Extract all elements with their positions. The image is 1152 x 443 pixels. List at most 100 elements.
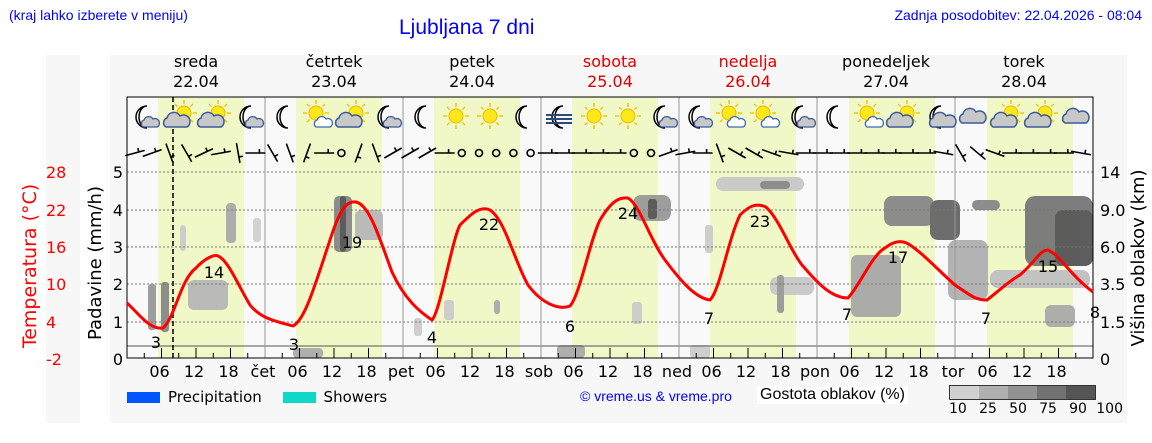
tick: 50 [1009, 401, 1027, 417]
max-temp-label: 15 [1038, 257, 1058, 276]
last-updated: Zadnja posodobitev: 22.04.2026 - 08:04 [894, 7, 1142, 23]
day-name: torek [1003, 52, 1045, 71]
tick: 9.0 [1100, 201, 1125, 220]
legend-label: Showers [323, 387, 388, 406]
x-tick-label: 06 [425, 362, 445, 381]
day-separators [264, 97, 956, 358]
day-date: 28.04 [1001, 72, 1047, 91]
precipitation-axis-ticks: 5 4 3 2 1 0 [113, 163, 123, 369]
x-tick-label: pon [800, 362, 830, 381]
tick: 1.5 [1100, 313, 1125, 332]
x-tick-label: 12 [598, 362, 618, 381]
day-name: petek [449, 52, 495, 71]
precipitation-swatch [127, 391, 160, 403]
tick: -2 [46, 350, 62, 369]
x-tick-label: 18 [1046, 362, 1066, 381]
x-tick-label: 12 [736, 362, 756, 381]
legend-precipitation: Precipitation [127, 388, 262, 406]
copyright-link[interactable]: © vreme.us & vreme.pro [580, 388, 732, 404]
density-ticks: 10 25 50 75 90 100 [949, 401, 1123, 417]
x-tick-label: 18 [770, 362, 790, 381]
location-menu-hint: (kraj lahko izberete v meniju) [9, 7, 188, 23]
temperature-axis-panel [46, 55, 80, 423]
max-temp-label: 22 [479, 215, 499, 234]
day-header-5: ponedeljek 27.04 [817, 52, 955, 92]
day-name: sobota [582, 52, 638, 71]
tick: 4 [46, 313, 56, 332]
max-temp-label: 19 [342, 233, 362, 252]
day-header-6: torek 28.04 [955, 52, 1093, 92]
min-temp-label: 7 [981, 309, 991, 328]
max-temp-label: 14 [204, 263, 224, 282]
x-tick-label: 12 [460, 362, 480, 381]
tick: 1 [113, 313, 123, 332]
x-tick-label: ned [662, 362, 692, 381]
x-tick-label: 06 [149, 362, 169, 381]
tick: 0 [113, 350, 123, 369]
day-date: 22.04 [173, 72, 219, 91]
min-temp-label: 6 [565, 317, 575, 336]
tick: 28 [46, 163, 66, 182]
x-tick-label: 06 [287, 362, 307, 381]
min-temp-label: 3 [289, 335, 299, 354]
showers-swatch [282, 391, 316, 403]
x-tick-label: pet [388, 362, 414, 381]
x-tick-label: 12 [874, 362, 894, 381]
day-header-4: nedelja 26.04 [679, 52, 817, 92]
day-name: sreda [173, 52, 219, 71]
x-tick-label: 06 [839, 362, 859, 381]
min-temp-label: 4 [427, 328, 437, 347]
cloud-density-scale: 10 25 50 75 90 100 [949, 385, 1123, 417]
precipitation-axis-label: Padavine (mm/h) [85, 186, 106, 340]
tick: 6.0 [1100, 238, 1125, 257]
cloud-height-axis-ticks: 14 9.0 6.0 3.5 1.5 0 [1100, 163, 1125, 369]
day-header-2: petek 24.04 [403, 52, 541, 92]
temperature-axis-label: Temperatura (°C) [19, 184, 41, 349]
wind-barbs [125, 143, 1091, 163]
temperature-axis-ticks: 28 22 16 10 4 -2 [46, 163, 66, 369]
max-temp-label: 17 [888, 248, 908, 267]
day-date: 23.04 [311, 72, 357, 91]
x-tick-label: 18 [908, 362, 928, 381]
day-header-0: sreda 22.04 [127, 52, 265, 92]
tick: 100 [1096, 401, 1123, 417]
page-title: Ljubljana 7 dni [399, 16, 535, 39]
min-temp-label: 8 [1090, 303, 1100, 322]
tick: 90 [1069, 401, 1087, 417]
x-tick-label: tor [942, 362, 965, 381]
tick: 22 [46, 201, 66, 220]
x-tick-label: 12 [322, 362, 342, 381]
tick: 5 [113, 163, 123, 182]
density-color-bar [949, 385, 1096, 400]
x-tick-label: 12 [184, 362, 204, 381]
tick: 25 [979, 401, 997, 417]
day-name: četrtek [305, 52, 363, 71]
x-tick-label: 06 [701, 362, 721, 381]
day-name: nedelja [718, 52, 778, 71]
tick: 3.5 [1100, 275, 1125, 294]
tick: 0 [1100, 350, 1110, 369]
tick: 2 [113, 275, 123, 294]
tick: 10 [949, 401, 967, 417]
min-temp-label: 7 [704, 309, 714, 328]
x-tick-label: 18 [494, 362, 514, 381]
x-tick-label: čet [251, 362, 276, 381]
x-tick-label: 06 [563, 362, 583, 381]
day-date: 25.04 [587, 72, 633, 91]
x-tick-label: 06 [977, 362, 997, 381]
temperature-labels: 3 14 3 19 4 22 6 24 7 23 7 17 7 15 8 [151, 204, 1100, 354]
day-date: 24.04 [449, 72, 495, 91]
day-header-1: četrtek 23.04 [265, 52, 403, 92]
day-header-3: sobota 25.04 [541, 52, 679, 92]
temperature-line [125, 196, 1094, 330]
cloud-height-axis-label: Višina oblakov (km) [1128, 169, 1149, 346]
tick: 16 [46, 238, 66, 257]
tick: 4 [113, 201, 123, 220]
x-tick-label: 18 [632, 362, 652, 381]
gridlines [127, 171, 1093, 323]
day-date: 26.04 [725, 72, 771, 91]
max-temp-label: 23 [750, 212, 770, 231]
weather-icons [135, 99, 1090, 130]
day-name: ponedeljek [842, 52, 930, 71]
